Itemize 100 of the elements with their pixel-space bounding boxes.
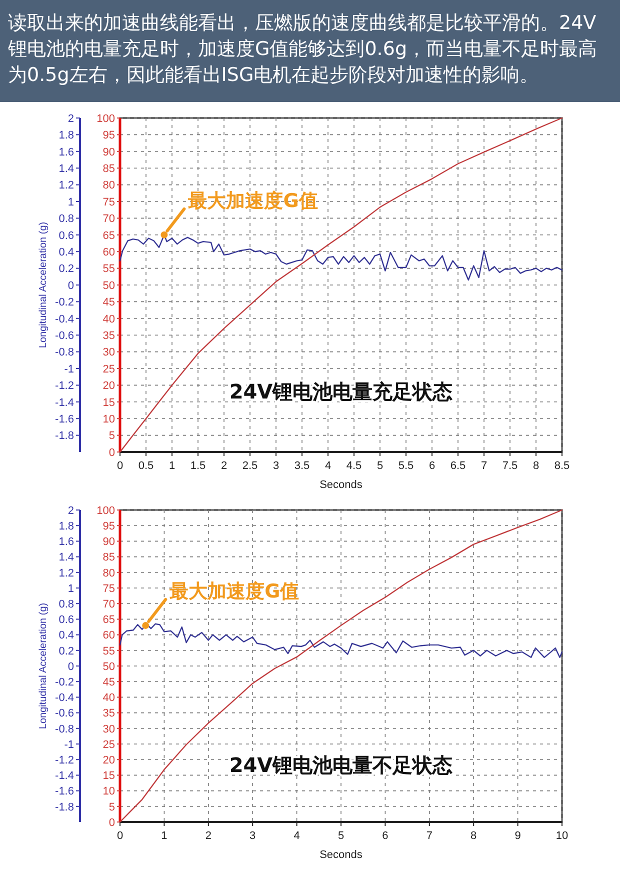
y2-tick-label: 55 <box>102 645 115 658</box>
y2-tick-label: 85 <box>102 162 115 175</box>
x-tick-label: 5 <box>376 460 384 472</box>
y2-tick-label: 5 <box>108 801 115 814</box>
y2-tick-label: 15 <box>102 770 115 782</box>
x-tick-label: 7.5 <box>502 460 518 472</box>
x-tick-label: 1 <box>168 460 176 472</box>
x-tick-label: 4 <box>294 830 300 842</box>
y-tick-label: 1.2 <box>58 180 74 192</box>
y2-tick-label: 0 <box>108 446 115 459</box>
y2-tick-label: 80 <box>102 567 115 580</box>
x-tick-label: 2 <box>220 460 228 472</box>
x-tick-label: 6.5 <box>450 460 466 472</box>
y2-tick-label: 35 <box>102 708 115 720</box>
y2-tick-label: 40 <box>102 692 115 704</box>
x-tick-label: 3.5 <box>294 460 310 472</box>
y2-tick-label: 35 <box>102 330 115 342</box>
y-tick-label: 2 <box>68 504 74 517</box>
y-tick-label: -1.8 <box>55 801 74 814</box>
y2-tick-label: 5 <box>108 430 115 442</box>
y-tick-label: -1.6 <box>55 786 74 798</box>
x-tick-label: 3 <box>250 830 256 842</box>
y-tick-label: -0.6 <box>55 330 74 342</box>
y-tick-label: -1.8 <box>55 430 74 442</box>
x-tick-label: 0.5 <box>138 460 154 472</box>
y-tick-label: 1.2 <box>58 567 74 580</box>
y-tick-label: 1.8 <box>58 130 74 142</box>
x-tick-label: 3 <box>272 460 280 472</box>
y-tick-label: -1.6 <box>55 413 74 426</box>
x-tick-label: 4.5 <box>346 460 362 472</box>
y2-tick-label: 50 <box>102 280 115 292</box>
x-tick-label: 0 <box>116 830 124 842</box>
y2-tick-label: 55 <box>102 263 115 276</box>
y2-tick-label: 30 <box>102 723 115 736</box>
y-tick-label: -1 <box>64 363 74 376</box>
y-tick-label: -1.2 <box>55 754 74 766</box>
y-tick-label: 0 <box>68 660 74 673</box>
y-tick-label: 1.6 <box>58 146 74 158</box>
x-tick-label: 0 <box>116 460 124 472</box>
y-tick-label: 0.4 <box>58 246 74 258</box>
y2-tick-label: 20 <box>102 754 115 766</box>
line-series <box>119 117 563 453</box>
y-tick-label: -0.2 <box>55 676 74 688</box>
y2-tick-label: 45 <box>102 296 115 309</box>
y-tick-label: 0.2 <box>58 645 74 658</box>
y-tick-label: -0.6 <box>55 708 74 720</box>
x-tick-label: 5.5 <box>398 460 414 472</box>
y2-tick-label: 95 <box>102 520 115 532</box>
x-tick-label: 9 <box>514 830 521 842</box>
y-tick-label: 1.4 <box>58 162 74 175</box>
y2-tick-label: 10 <box>102 413 115 426</box>
annotation: 24V锂电池电量充足状态 <box>229 380 453 404</box>
y-tick-label: -0.4 <box>55 313 74 326</box>
y-tick-label: 1 <box>68 582 74 595</box>
x-tick-label: 8 <box>532 460 540 472</box>
x-tick-label: 2.5 <box>242 460 258 472</box>
y2-tick-label: 85 <box>102 552 115 564</box>
y2-tick-label: 75 <box>102 582 115 595</box>
y2-tick-label: 80 <box>102 180 115 192</box>
y2-tick-label: 25 <box>102 738 115 751</box>
x-axis-title: Seconds <box>320 849 363 861</box>
y2-tick-label: 90 <box>102 536 115 548</box>
y2-tick-label: 0 <box>108 816 115 829</box>
y-tick-label: -1 <box>64 738 74 751</box>
y2-tick-label: 90 <box>102 146 115 158</box>
y-tick-label: 1.4 <box>58 552 74 564</box>
y-axis-title: Longitudinal Acceleration (g) <box>38 602 49 730</box>
y2-tick-label: 100 <box>96 504 115 517</box>
x-tick-label: 6 <box>382 830 388 842</box>
y2-tick-label: 65 <box>102 230 115 242</box>
y-tick-label: 0.2 <box>58 263 74 276</box>
y2-tick-label: 95 <box>102 130 115 142</box>
line-series <box>119 509 563 823</box>
y2-tick-label: 25 <box>102 363 115 376</box>
x-tick-label: 5 <box>338 830 344 842</box>
y2-tick-label: 50 <box>102 660 115 673</box>
y-tick-label: 1.8 <box>58 520 74 532</box>
y-tick-label: -0.2 <box>55 296 74 309</box>
y-tick-label: -0.8 <box>55 346 74 359</box>
y2-tick-label: 40 <box>102 313 115 326</box>
x-tick-label: 8 <box>470 830 477 842</box>
x-tick-label: 8.5 <box>554 460 570 472</box>
line-series <box>119 623 563 658</box>
chart-title: 读取出来的加速曲线能看出，压燃版的速度曲线都是比较平滑的。24V锂电池的电量充足时，加速度G值能够达到0.6g，而当电量不足时最高为0.5g左右，因此能看出ISG电机在起步阶段对加速性的影响。 <box>0 0 620 102</box>
x-tick-label: 2 <box>205 830 212 842</box>
x-tick-label: 6 <box>428 460 436 472</box>
y2-tick-label: 70 <box>102 598 115 610</box>
y2-tick-label: 30 <box>102 346 115 359</box>
y-tick-label: 1 <box>68 196 74 208</box>
y-tick-label: 1.6 <box>58 536 74 548</box>
y-tick-label: -1.4 <box>55 770 74 782</box>
y-tick-label: -1.2 <box>55 380 74 392</box>
y2-tick-label: 45 <box>102 676 115 688</box>
annotation: 最大加速度G值 <box>168 580 300 602</box>
y-tick-label: 0.4 <box>58 630 74 642</box>
x-tick-label: 4 <box>324 460 332 472</box>
y2-tick-label: 20 <box>102 380 115 392</box>
annotation: 最大加速度G值 <box>187 190 318 212</box>
y-tick-label: 0.6 <box>58 230 74 242</box>
y-axis-title: Longitudinal Acceleration (g) <box>38 222 49 348</box>
